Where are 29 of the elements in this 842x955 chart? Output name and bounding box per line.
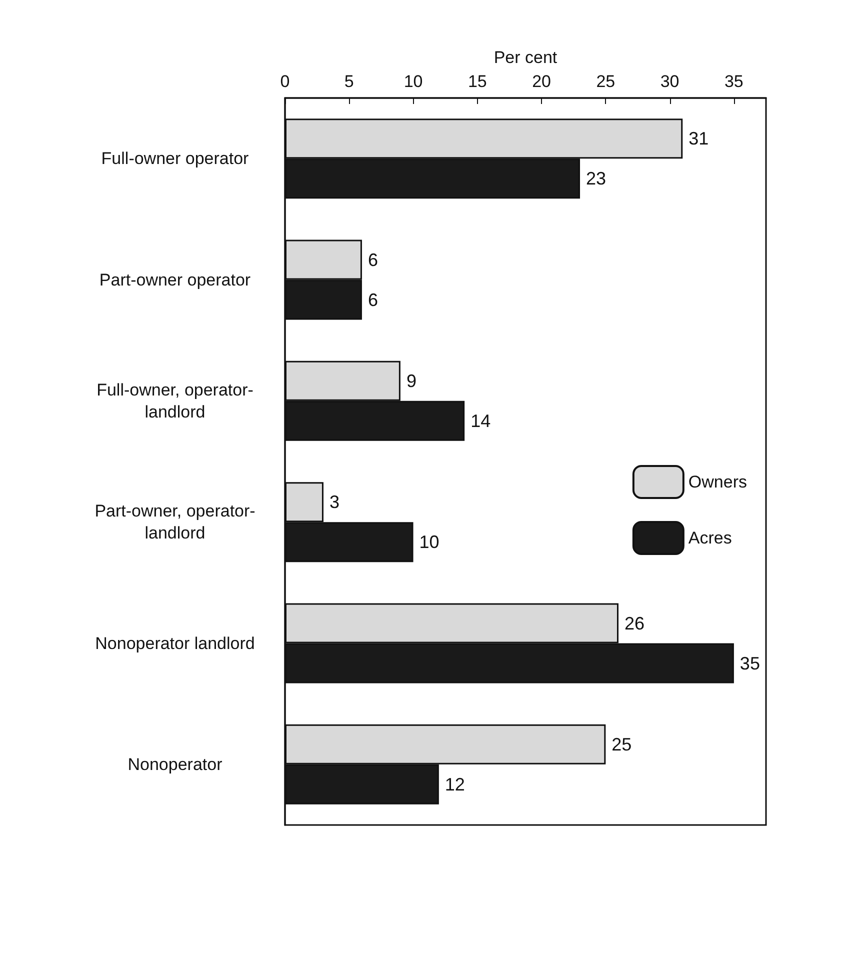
x-tick-label: 15 [468, 72, 487, 91]
data-label: 31 [688, 128, 709, 149]
data-label: 35 [740, 653, 760, 674]
legend-label: Owners [688, 472, 748, 492]
legend-label: Acres [688, 528, 732, 548]
x-tick-label: 0 [280, 72, 290, 91]
x-tick-label: 20 [532, 72, 551, 91]
x-axis-title: Per cent [494, 48, 558, 67]
y-tick-label: Full-owner operator [101, 149, 250, 168]
y-tick-label: Nonoperator landlord [95, 634, 255, 653]
y-tick-label: Part-owner operator [99, 270, 251, 290]
x-tick-label: 5 [344, 72, 354, 91]
x-tick-label: 30 [660, 72, 680, 91]
y-tick-label: Part-owner, operator-landlord [94, 502, 256, 543]
data-label: 26 [624, 613, 645, 634]
x-tick-label: 25 [596, 72, 616, 91]
data-label: 6 [368, 250, 378, 270]
data-label: 3 [329, 492, 340, 512]
data-label: 25 [612, 734, 632, 754]
y-tick-label: Nonoperator [128, 754, 223, 774]
data-label: 6 [368, 290, 378, 310]
data-label: 14 [470, 410, 491, 431]
y-tick-label: Full-owner, operator-landlord [96, 380, 254, 422]
data-label: 23 [586, 168, 606, 189]
x-tick-label: 10 [404, 72, 423, 91]
data-label: 10 [419, 532, 440, 552]
x-tick-label: 35 [724, 72, 744, 91]
data-label: 9 [406, 370, 416, 391]
data-label: 12 [444, 774, 465, 794]
